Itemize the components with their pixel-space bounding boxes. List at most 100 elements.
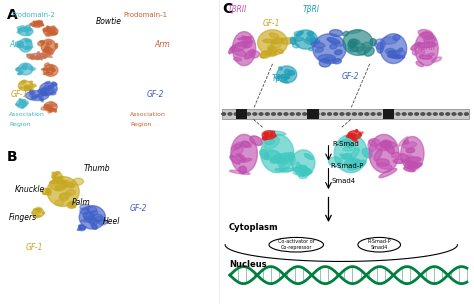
Ellipse shape <box>362 148 373 158</box>
Ellipse shape <box>262 131 275 139</box>
Ellipse shape <box>39 56 42 60</box>
Ellipse shape <box>20 99 22 100</box>
Ellipse shape <box>46 192 48 194</box>
Ellipse shape <box>18 44 22 46</box>
Ellipse shape <box>19 87 22 89</box>
Text: GF-2: GF-2 <box>146 90 164 99</box>
Ellipse shape <box>52 104 56 106</box>
Ellipse shape <box>58 179 61 181</box>
Ellipse shape <box>408 163 422 169</box>
Ellipse shape <box>55 175 57 177</box>
Ellipse shape <box>48 190 50 192</box>
Ellipse shape <box>46 191 49 192</box>
Ellipse shape <box>230 156 240 164</box>
Ellipse shape <box>270 157 285 163</box>
Ellipse shape <box>324 57 336 62</box>
Ellipse shape <box>35 212 37 215</box>
Ellipse shape <box>36 22 38 25</box>
Ellipse shape <box>387 50 397 57</box>
Ellipse shape <box>33 23 37 25</box>
Ellipse shape <box>71 205 74 207</box>
Ellipse shape <box>54 174 57 176</box>
Ellipse shape <box>296 162 300 168</box>
Ellipse shape <box>279 163 293 173</box>
Ellipse shape <box>52 172 55 174</box>
Ellipse shape <box>36 57 39 59</box>
Ellipse shape <box>87 206 97 213</box>
Ellipse shape <box>330 41 343 46</box>
Ellipse shape <box>30 67 36 70</box>
Ellipse shape <box>393 159 404 164</box>
Ellipse shape <box>51 69 55 72</box>
Ellipse shape <box>54 175 56 177</box>
Ellipse shape <box>60 193 68 201</box>
Ellipse shape <box>41 107 47 110</box>
Ellipse shape <box>91 223 97 229</box>
Ellipse shape <box>381 37 397 44</box>
Ellipse shape <box>47 72 53 74</box>
Ellipse shape <box>348 41 356 47</box>
Ellipse shape <box>90 211 98 216</box>
Ellipse shape <box>36 21 40 23</box>
Ellipse shape <box>376 159 390 166</box>
Ellipse shape <box>47 191 51 193</box>
Ellipse shape <box>374 149 382 161</box>
Text: GF-1: GF-1 <box>26 243 43 252</box>
Ellipse shape <box>427 53 435 56</box>
Ellipse shape <box>403 142 417 148</box>
Ellipse shape <box>348 46 358 52</box>
Ellipse shape <box>311 42 325 48</box>
Ellipse shape <box>349 134 354 137</box>
Ellipse shape <box>47 189 50 191</box>
Ellipse shape <box>279 67 283 70</box>
Ellipse shape <box>26 40 29 42</box>
Ellipse shape <box>49 180 66 184</box>
Ellipse shape <box>43 27 58 36</box>
Ellipse shape <box>24 85 28 89</box>
Ellipse shape <box>234 57 242 61</box>
Ellipse shape <box>343 30 373 55</box>
Ellipse shape <box>356 130 358 132</box>
Text: GF-2: GF-2 <box>130 204 147 213</box>
Ellipse shape <box>54 177 57 180</box>
Ellipse shape <box>47 106 52 109</box>
Ellipse shape <box>22 102 25 104</box>
Ellipse shape <box>27 54 35 57</box>
Ellipse shape <box>18 73 21 74</box>
Ellipse shape <box>242 37 251 42</box>
Ellipse shape <box>18 71 23 73</box>
Ellipse shape <box>45 55 52 57</box>
Ellipse shape <box>277 49 283 53</box>
Circle shape <box>353 113 356 115</box>
Ellipse shape <box>47 177 79 206</box>
Ellipse shape <box>65 180 73 187</box>
Ellipse shape <box>43 48 48 51</box>
Ellipse shape <box>392 152 401 158</box>
Circle shape <box>328 113 331 115</box>
Ellipse shape <box>375 39 385 49</box>
Ellipse shape <box>44 89 49 91</box>
Ellipse shape <box>38 56 46 58</box>
Ellipse shape <box>242 141 251 147</box>
Ellipse shape <box>278 155 290 166</box>
Ellipse shape <box>264 133 268 136</box>
Circle shape <box>421 113 425 115</box>
Ellipse shape <box>250 136 262 145</box>
Ellipse shape <box>53 32 57 35</box>
Ellipse shape <box>288 71 294 75</box>
Ellipse shape <box>54 109 56 112</box>
Ellipse shape <box>70 202 73 203</box>
Ellipse shape <box>56 177 59 179</box>
Ellipse shape <box>338 140 351 146</box>
Ellipse shape <box>403 140 409 144</box>
Ellipse shape <box>30 56 34 58</box>
Text: TβRI: TβRI <box>272 74 289 84</box>
Ellipse shape <box>418 29 432 36</box>
Ellipse shape <box>82 228 84 229</box>
Ellipse shape <box>53 177 56 178</box>
Text: TβRI: TβRI <box>302 5 319 14</box>
Ellipse shape <box>73 204 77 205</box>
Ellipse shape <box>25 47 29 50</box>
Ellipse shape <box>271 154 292 163</box>
Ellipse shape <box>59 176 63 179</box>
